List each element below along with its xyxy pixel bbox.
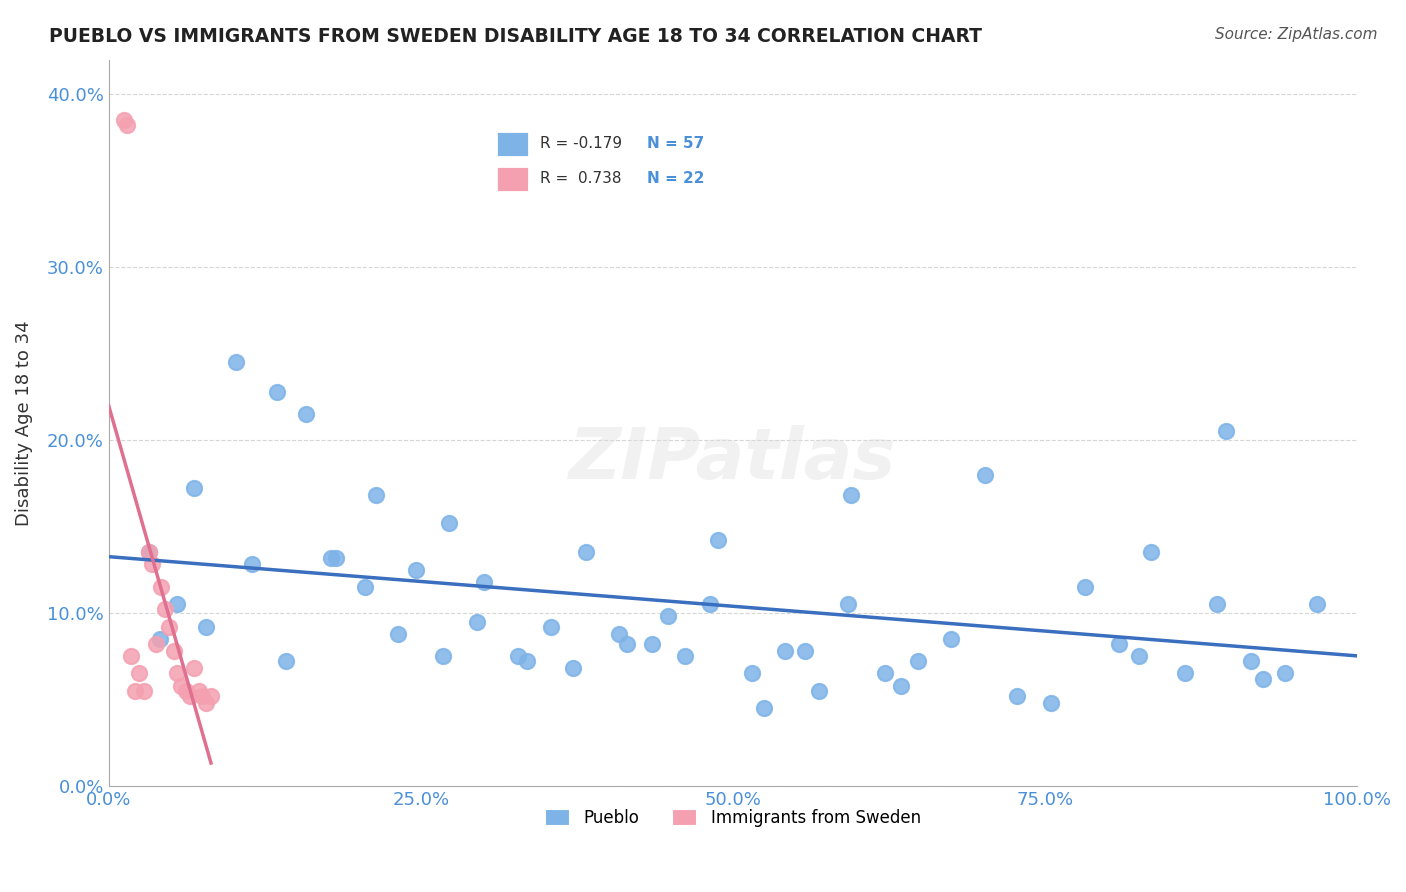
Point: [1253, 672, 1275, 686]
Point: [166, 597, 188, 611]
Point: [1306, 597, 1329, 611]
Point: [157, 620, 180, 634]
Point: [266, 384, 288, 399]
Point: [616, 637, 638, 651]
Point: [162, 644, 184, 658]
Point: [837, 597, 859, 611]
Point: [439, 516, 461, 530]
Point: [640, 637, 662, 651]
Point: [240, 558, 263, 572]
Point: [124, 683, 146, 698]
Point: [179, 689, 201, 703]
Point: [325, 550, 347, 565]
Point: [506, 649, 529, 664]
Point: [1140, 545, 1163, 559]
Point: [574, 545, 596, 559]
Point: [1206, 597, 1229, 611]
Point: [149, 632, 172, 646]
Point: [890, 679, 912, 693]
Point: [794, 644, 817, 658]
Point: [183, 661, 205, 675]
Point: [1040, 696, 1063, 710]
Point: [166, 666, 188, 681]
Point: [120, 649, 142, 664]
Point: [707, 533, 730, 548]
Point: [516, 654, 538, 668]
Point: [673, 649, 696, 664]
Point: [225, 355, 247, 369]
Point: [465, 615, 488, 629]
Point: [195, 620, 218, 634]
Point: [474, 574, 496, 589]
Point: [1215, 425, 1237, 439]
Point: [875, 666, 897, 681]
Point: [191, 689, 214, 703]
Point: [540, 620, 562, 634]
Point: [319, 550, 342, 565]
Point: [1274, 666, 1296, 681]
Point: [405, 563, 427, 577]
Point: [150, 580, 173, 594]
Point: [974, 467, 997, 482]
Point: [138, 545, 160, 559]
Point: [187, 683, 209, 698]
Point: [1074, 580, 1097, 594]
Text: ZIPatlas: ZIPatlas: [569, 425, 897, 493]
Point: [128, 666, 150, 681]
Point: [657, 609, 679, 624]
Point: [562, 661, 585, 675]
Point: [145, 637, 167, 651]
Point: [1108, 637, 1130, 651]
Legend: Pueblo, Immigrants from Sweden: Pueblo, Immigrants from Sweden: [537, 801, 929, 836]
Y-axis label: Disability Age 18 to 34: Disability Age 18 to 34: [15, 320, 32, 525]
Text: PUEBLO VS IMMIGRANTS FROM SWEDEN DISABILITY AGE 18 TO 34 CORRELATION CHART: PUEBLO VS IMMIGRANTS FROM SWEDEN DISABIL…: [49, 27, 983, 45]
Point: [132, 683, 155, 698]
Point: [941, 632, 963, 646]
Point: [353, 580, 375, 594]
Point: [1240, 654, 1263, 668]
Text: Source: ZipAtlas.com: Source: ZipAtlas.com: [1215, 27, 1378, 42]
Point: [195, 696, 218, 710]
Point: [174, 683, 197, 698]
Point: [741, 666, 763, 681]
Point: [1128, 649, 1150, 664]
Point: [1174, 666, 1197, 681]
Point: [153, 602, 176, 616]
Point: [773, 644, 796, 658]
Point: [752, 701, 775, 715]
Point: [112, 113, 135, 128]
Point: [699, 597, 721, 611]
Point: [364, 488, 387, 502]
Point: [607, 626, 630, 640]
Point: [274, 654, 297, 668]
Point: [432, 649, 454, 664]
Point: [141, 558, 163, 572]
Point: [117, 118, 139, 132]
Point: [387, 626, 409, 640]
Point: [295, 407, 318, 421]
Point: [807, 683, 830, 698]
Point: [907, 654, 929, 668]
Point: [841, 488, 863, 502]
Point: [138, 545, 160, 559]
Point: [170, 679, 193, 693]
Point: [200, 689, 222, 703]
Point: [1007, 689, 1029, 703]
Point: [183, 482, 205, 496]
